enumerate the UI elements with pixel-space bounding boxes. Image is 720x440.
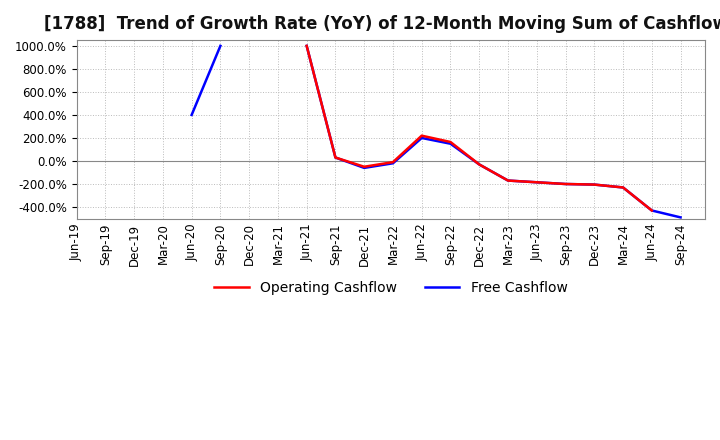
Free Cashflow xyxy=(418,136,426,141)
Free Cashflow xyxy=(618,185,627,190)
Free Cashflow xyxy=(187,112,196,117)
Operating Cashflow xyxy=(216,43,225,48)
Operating Cashflow xyxy=(331,155,340,160)
Title: [1788]  Trend of Growth Rate (YoY) of 12-Month Moving Sum of Cashflows: [1788] Trend of Growth Rate (YoY) of 12-… xyxy=(44,15,720,33)
Free Cashflow xyxy=(647,208,656,213)
Free Cashflow xyxy=(446,141,455,147)
Operating Cashflow xyxy=(302,43,311,48)
Free Cashflow xyxy=(532,180,541,185)
Operating Cashflow xyxy=(360,164,369,169)
Operating Cashflow xyxy=(475,162,484,167)
Legend: Operating Cashflow, Free Cashflow: Operating Cashflow, Free Cashflow xyxy=(209,276,573,301)
Free Cashflow xyxy=(590,182,598,187)
Line: Operating Cashflow: Operating Cashflow xyxy=(220,46,652,210)
Free Cashflow xyxy=(331,155,340,160)
Free Cashflow xyxy=(475,162,484,167)
Line: Free Cashflow: Free Cashflow xyxy=(192,46,680,217)
Operating Cashflow xyxy=(504,178,513,183)
Free Cashflow xyxy=(302,43,311,48)
Operating Cashflow xyxy=(418,133,426,138)
Operating Cashflow xyxy=(647,208,656,213)
Operating Cashflow xyxy=(590,182,598,187)
Operating Cashflow xyxy=(618,185,627,190)
Free Cashflow xyxy=(389,161,397,166)
Operating Cashflow xyxy=(446,139,455,145)
Free Cashflow xyxy=(676,215,685,220)
Operating Cashflow xyxy=(389,159,397,165)
Free Cashflow xyxy=(216,43,225,48)
Operating Cashflow xyxy=(532,180,541,185)
Free Cashflow xyxy=(561,181,570,187)
Free Cashflow xyxy=(504,178,513,183)
Operating Cashflow xyxy=(561,181,570,187)
Free Cashflow xyxy=(360,165,369,171)
